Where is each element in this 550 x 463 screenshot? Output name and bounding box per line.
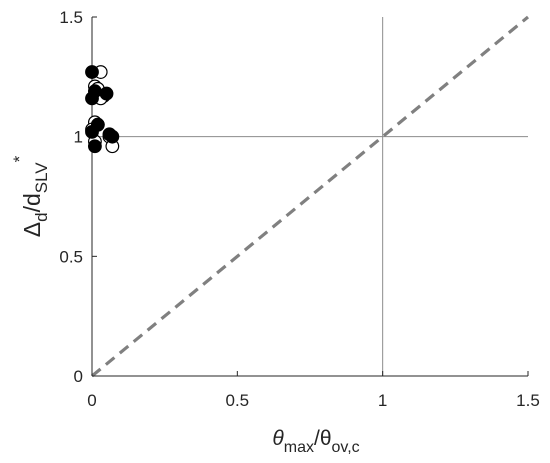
x-tick-labels: 0 0.5 1 1.5 bbox=[87, 391, 540, 410]
y-axis-label: Δd/dSLV* bbox=[10, 155, 51, 237]
x-axis-label-sep: /θ bbox=[314, 427, 332, 450]
x-axis-label-sub1: max bbox=[284, 439, 314, 456]
filled-data-point bbox=[85, 124, 99, 139]
y-tick-label: 0.5 bbox=[59, 247, 83, 266]
data-points bbox=[85, 65, 120, 154]
y-tick-label: 1.5 bbox=[59, 8, 83, 27]
y-axis-label-sub1: d bbox=[32, 212, 51, 221]
filled-data-point bbox=[85, 65, 99, 79]
x-tick-label: 1 bbox=[378, 391, 387, 410]
y-tick-labels: 0 0.5 1 1.5 bbox=[59, 8, 83, 386]
y-axis-label-sep: /d bbox=[19, 193, 45, 212]
x-axis-label: θmax/θov,c bbox=[272, 427, 359, 456]
y-tick-label: 0 bbox=[74, 367, 83, 386]
x-tick-label: 1.5 bbox=[516, 391, 540, 410]
x-tick-label: 0.5 bbox=[226, 391, 250, 410]
y-tick-label: 1 bbox=[74, 128, 83, 147]
filled-data-point bbox=[88, 139, 102, 154]
x-axis-label-base: θ bbox=[272, 427, 284, 450]
filled-data-point bbox=[105, 129, 120, 144]
diagonal-reference-line bbox=[90, 15, 530, 378]
y-axis-label-base: Δ bbox=[19, 222, 45, 237]
y-axis-label-sup: * bbox=[10, 155, 29, 162]
axes bbox=[91, 16, 529, 377]
reference-lines bbox=[92, 17, 528, 376]
x-axis-label-sub2: ov,c bbox=[332, 439, 360, 456]
y-axis-label-sub2: SLV bbox=[32, 162, 51, 194]
filled-data-point bbox=[99, 86, 114, 101]
filled-data-point bbox=[85, 91, 99, 106]
x-tick-label: 0 bbox=[87, 391, 96, 410]
